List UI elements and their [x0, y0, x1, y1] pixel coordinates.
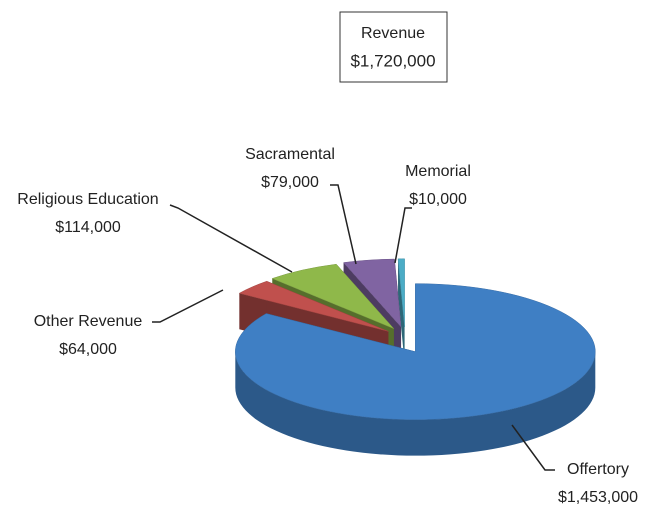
category-label: Sacramental: [245, 146, 335, 163]
value-label: $79,000: [261, 174, 319, 191]
leader-line: [152, 289, 224, 323]
category-label: Other Revenue: [34, 313, 143, 330]
leader-line: [394, 207, 412, 264]
slice-wall: [235, 351, 596, 456]
slice-top: [271, 263, 395, 329]
category-label: Offertory: [567, 461, 629, 478]
slice-top: [238, 280, 389, 332]
title-box: [339, 11, 448, 83]
slice-top: [397, 258, 405, 327]
value-label: $10,000: [409, 191, 467, 208]
value-label: $1,453,000: [558, 489, 638, 506]
slice: [397, 258, 405, 363]
leader-line: [330, 184, 357, 265]
slice-top: [343, 258, 402, 328]
chart-subtitle: $1,720,000: [350, 51, 435, 70]
chart-title: Revenue: [361, 25, 425, 42]
value-label: $64,000: [59, 341, 117, 358]
leader-line: [169, 204, 293, 273]
value-label: $114,000: [55, 219, 121, 236]
category-label: Religious Education: [17, 191, 158, 208]
slice-side: [398, 258, 405, 363]
category-label: Memorial: [405, 163, 471, 180]
slice: [235, 283, 596, 456]
slice-top: [235, 283, 596, 420]
leader-line: [511, 424, 555, 471]
